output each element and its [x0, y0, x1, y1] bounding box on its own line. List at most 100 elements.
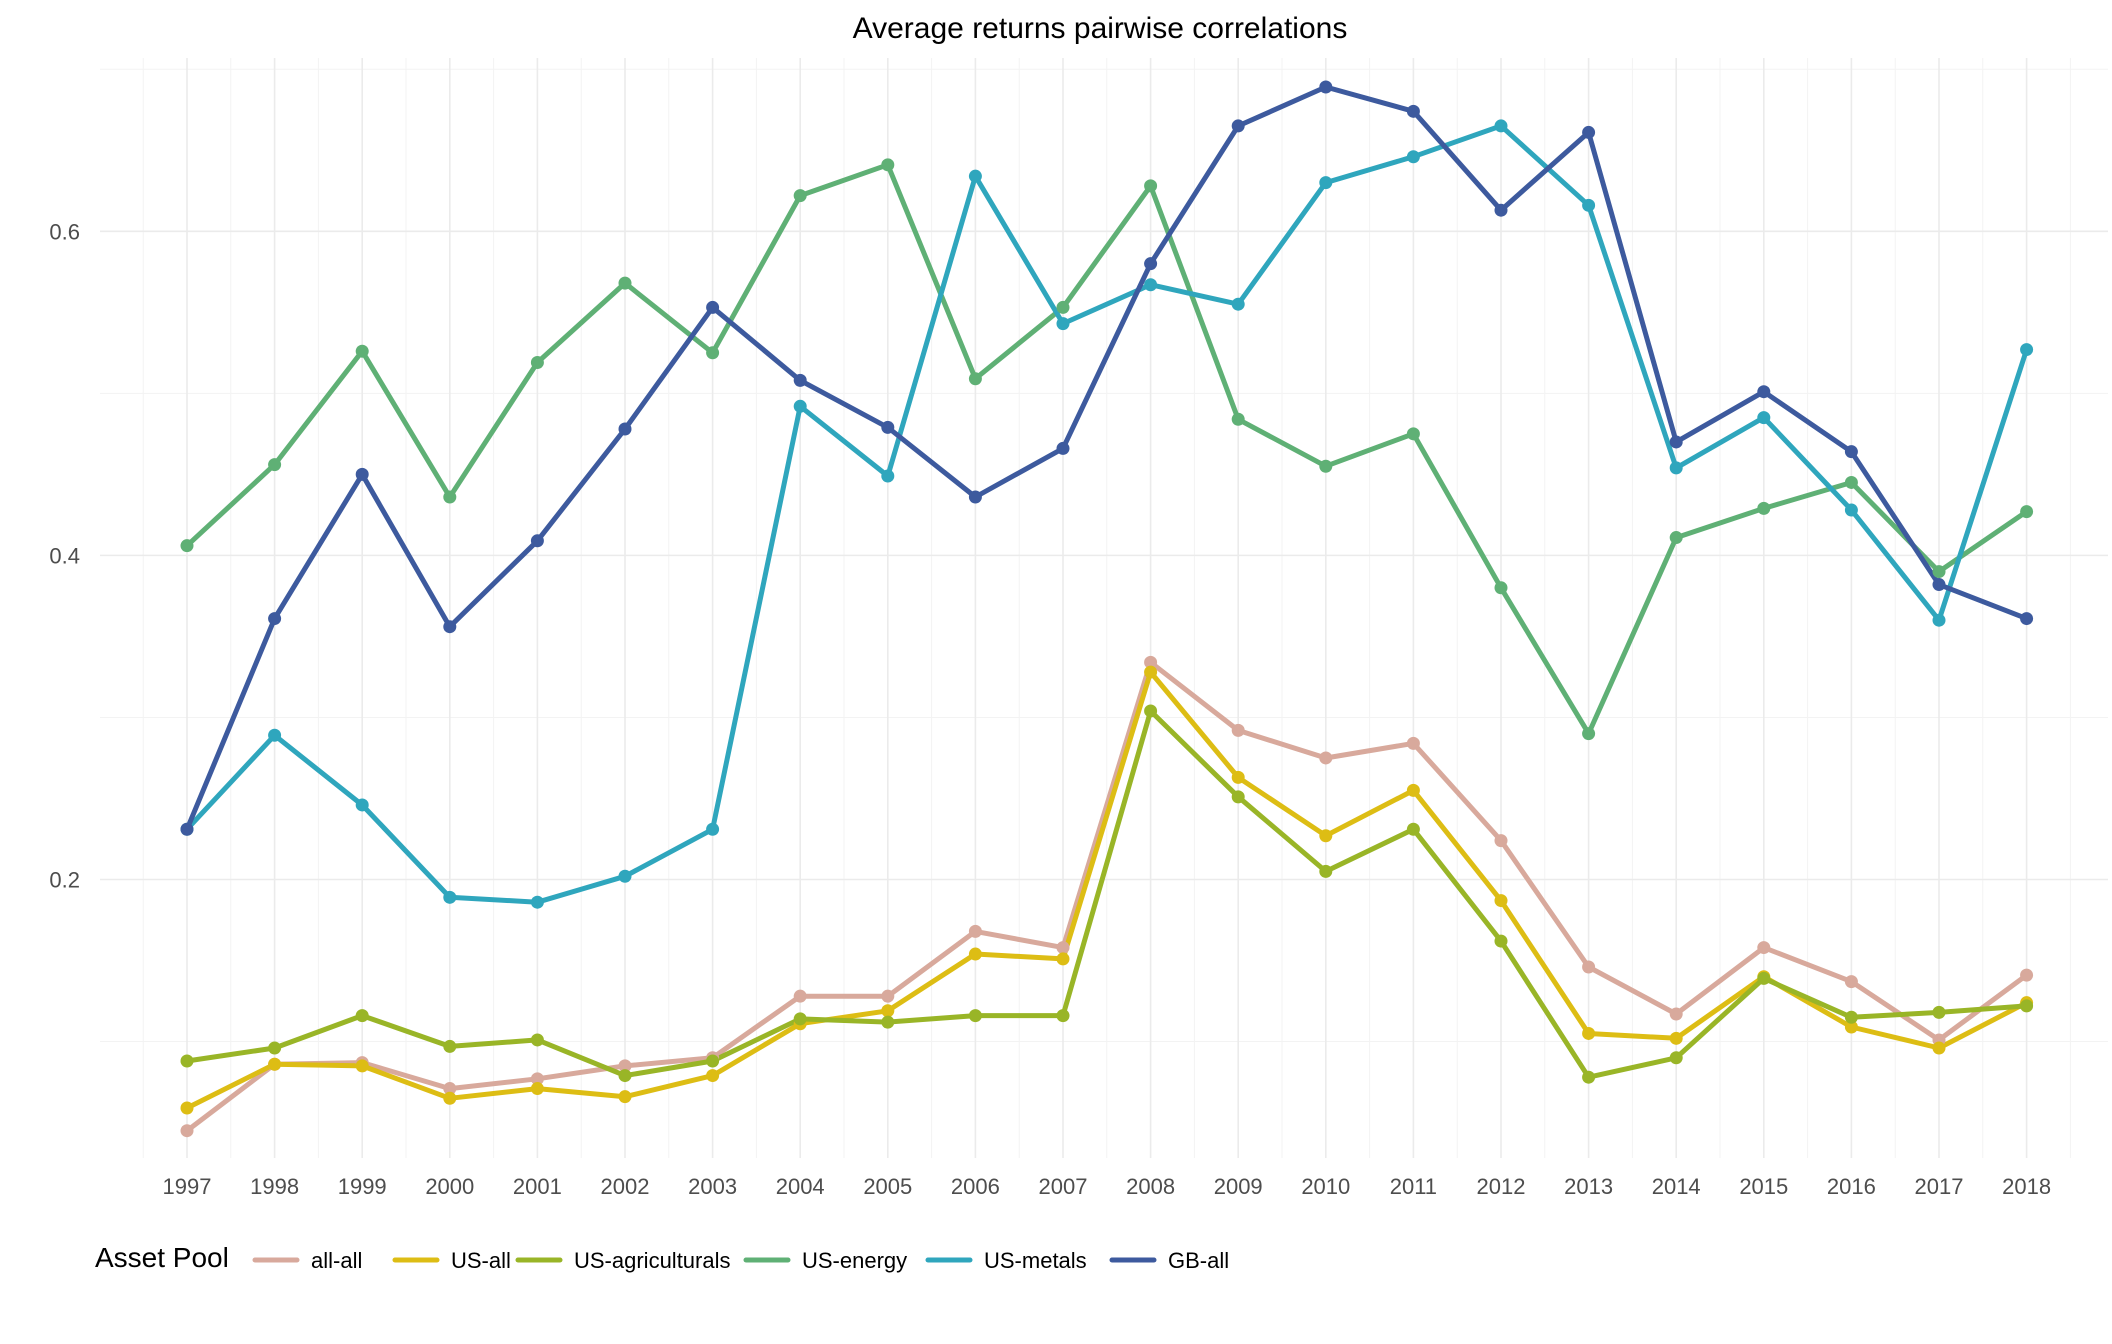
legend-items: all-all US-all US-agriculturals US-energy US… [252, 1248, 1229, 1273]
data-point-gb-all [1932, 578, 1946, 592]
data-point-us-metals [530, 895, 544, 909]
data-point-gb-all [1056, 441, 1070, 455]
series-points-us-all [180, 665, 2034, 1115]
data-point-all-all [1669, 1007, 1683, 1021]
data-point-all-all [1144, 655, 1158, 669]
data-point-gb-all [1319, 80, 1333, 94]
y-tick-label: 0.6 [49, 219, 80, 244]
data-point-all-all [530, 1072, 544, 1086]
data-point-us-metals [1406, 150, 1420, 164]
data-point-gb-all [1144, 257, 1158, 271]
data-point-all-all [1406, 736, 1420, 750]
data-point-us-agriculturals [618, 1069, 632, 1083]
data-point-gb-all [618, 422, 632, 436]
data-point-us-energy [706, 346, 720, 360]
data-point-all-all [1494, 834, 1508, 848]
data-point-us-all [180, 1101, 194, 1115]
series-line-us-agriculturals [184, 708, 2030, 1080]
data-point-us-all [530, 1082, 544, 1096]
x-tick-label: 2002 [601, 1174, 650, 1199]
x-tick-label: 2010 [1301, 1174, 1350, 1199]
series-points [180, 80, 2034, 1138]
data-point-us-metals [1669, 461, 1683, 475]
data-point-us-all [1582, 1026, 1596, 1040]
data-point-us-all [881, 1004, 895, 1018]
x-tick-label: 2013 [1564, 1174, 1613, 1199]
data-point-all-all [881, 989, 895, 1003]
data-point-us-agriculturals [180, 1054, 194, 1068]
data-point-us-agriculturals [1844, 1010, 1858, 1024]
x-tick-label: 2005 [863, 1174, 912, 1199]
data-point-us-metals [968, 169, 982, 183]
legend-label-gb-all: GB-all [1168, 1248, 1229, 1273]
data-point-us-metals [443, 890, 457, 904]
legend-item-us-agriculturals: US-agriculturals [515, 1248, 731, 1273]
data-point-us-agriculturals [355, 1009, 369, 1023]
data-point-us-energy [1932, 565, 1946, 579]
data-point-us-agriculturals [1494, 934, 1508, 948]
data-point-us-all [1844, 1020, 1858, 1034]
data-point-us-energy [180, 539, 194, 553]
data-point-gb-all [268, 612, 282, 626]
data-point-us-energy [881, 158, 895, 172]
data-point-gb-all [968, 490, 982, 504]
data-point-gb-all [2020, 612, 2034, 626]
x-tick-label: 2018 [2002, 1174, 2051, 1199]
data-point-us-agriculturals [1932, 1005, 1946, 1019]
data-point-us-energy [793, 189, 807, 203]
grid [100, 58, 2108, 1158]
data-point-us-energy [1319, 459, 1333, 473]
series-points-gb-all [180, 80, 2034, 836]
legend-title: Asset Pool [95, 1242, 229, 1273]
x-tick-label: 2003 [688, 1174, 737, 1199]
x-tick-label: 1997 [163, 1174, 212, 1199]
y-tick-label: 0.2 [49, 868, 80, 893]
data-point-us-energy [968, 372, 982, 386]
data-point-us-agriculturals [268, 1041, 282, 1055]
data-point-us-energy [1231, 412, 1245, 426]
data-point-all-all [443, 1082, 457, 1096]
data-point-all-all [2020, 968, 2034, 982]
y-axis-ticks: 0.2 0.4 0.6 [49, 219, 80, 892]
data-point-us-metals [1932, 613, 1946, 627]
data-point-us-energy [2020, 505, 2034, 519]
data-point-us-agriculturals [1056, 1009, 1070, 1023]
legend-label-us-agriculturals: US-agriculturals [574, 1248, 731, 1273]
series-line-us-metals [184, 123, 2030, 905]
data-point-us-energy [530, 356, 544, 370]
data-point-us-all [968, 947, 982, 961]
data-point-us-metals [881, 469, 895, 483]
data-point-all-all [618, 1059, 632, 1073]
data-point-gb-all [1494, 203, 1508, 217]
data-point-us-agriculturals [881, 1015, 895, 1029]
data-point-us-all [443, 1091, 457, 1105]
x-tick-label: 2006 [951, 1174, 1000, 1199]
data-point-us-all [268, 1057, 282, 1071]
data-point-gb-all [530, 534, 544, 548]
chart-title: Average returns pairwise correlations [853, 12, 1348, 45]
legend: Asset Pool all-all US-all US-agriculturals… [95, 1242, 1229, 1273]
data-point-us-all [1144, 665, 1158, 679]
x-tick-label: 2012 [1477, 1174, 1526, 1199]
data-point-gb-all [1231, 119, 1245, 133]
data-point-us-metals [2020, 343, 2034, 357]
data-point-gb-all [180, 822, 194, 836]
data-point-gb-all [793, 373, 807, 387]
legend-label-us-all: US-all [451, 1248, 511, 1273]
data-point-gb-all [1844, 445, 1858, 459]
data-point-us-energy [268, 458, 282, 472]
data-point-gb-all [881, 420, 895, 434]
x-axis-ticks: 1997 1998 1999 2000 2001 2002 2003 2004 2005 2006… [163, 1174, 2052, 1199]
data-point-us-energy [355, 344, 369, 358]
data-point-gb-all [1406, 104, 1420, 118]
legend-item-gb-all: GB-all [1109, 1248, 1229, 1273]
x-tick-label: 2016 [1827, 1174, 1876, 1199]
data-point-all-all [1319, 751, 1333, 765]
data-point-us-metals [1494, 119, 1508, 133]
data-point-us-metals [1144, 278, 1158, 292]
data-point-us-energy [1494, 581, 1508, 595]
data-point-us-all [1932, 1041, 1946, 1055]
data-point-us-energy [1406, 427, 1420, 441]
series-lines [184, 84, 2030, 1134]
